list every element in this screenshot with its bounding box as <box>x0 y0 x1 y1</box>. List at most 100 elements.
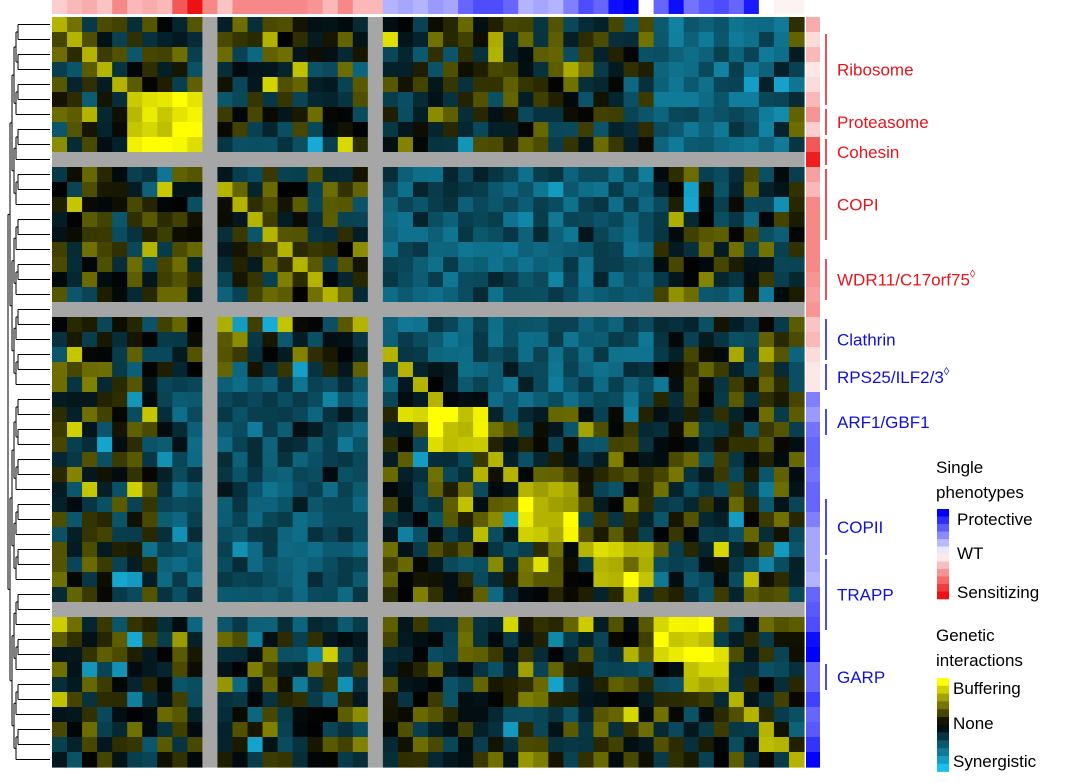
heatmap-cell <box>292 167 309 183</box>
heatmap-cell <box>412 707 429 723</box>
heatmap-cell <box>292 182 309 198</box>
heatmap-cell <box>548 467 564 483</box>
heatmap-cell <box>412 482 429 498</box>
heatmap-cell <box>458 737 474 753</box>
heatmap-cell <box>653 542 670 558</box>
heatmap-cell <box>292 617 309 633</box>
heatmap-cell <box>382 32 399 48</box>
heatmap-cell <box>67 662 83 678</box>
heatmap-cell <box>322 662 339 678</box>
heatmap-cell <box>458 722 474 738</box>
heatmap-cell <box>247 197 264 213</box>
heatmap-cell <box>458 512 474 528</box>
heatmap-cell <box>262 92 279 108</box>
heatmap-cell <box>367 332 384 348</box>
heatmap-cell <box>277 707 294 723</box>
heatmap-cell <box>127 212 143 228</box>
heatmap-cell <box>743 182 760 198</box>
heatmap-cell <box>488 332 504 348</box>
heatmap-cell <box>247 467 264 483</box>
heatmap-cell <box>728 272 745 288</box>
heatmap-cell <box>488 62 504 78</box>
heatmap-cell <box>292 737 309 753</box>
heatmap-cell <box>112 617 128 633</box>
single-colorbar-step <box>937 539 949 547</box>
heatmap-cell <box>112 137 128 153</box>
heatmap-cell <box>112 707 128 723</box>
heatmap-cell <box>458 497 474 513</box>
heatmap-cell <box>97 152 113 168</box>
heatmap-cell <box>458 437 474 453</box>
heatmap-cell <box>443 482 459 498</box>
heatmap-cell <box>277 152 294 168</box>
heatmap-cell <box>563 482 579 498</box>
heatmap-cell <box>668 542 685 558</box>
heatmap-cell <box>367 467 384 483</box>
heatmap-cell <box>638 182 655 198</box>
heatmap-cell <box>202 137 219 153</box>
heatmap-cell <box>728 557 745 573</box>
heatmap-cell <box>112 647 128 663</box>
heatmap-cell <box>337 587 354 603</box>
heatmap-cell <box>458 422 474 438</box>
heatmap-cell <box>127 662 143 678</box>
heatmap-cell <box>217 422 234 438</box>
heatmap-cell <box>518 32 534 48</box>
heatmap-cell <box>503 437 519 453</box>
heatmap-cell <box>698 662 715 678</box>
heatmap-cell <box>247 77 264 93</box>
heatmap-cell <box>262 347 279 363</box>
heatmap-cell <box>397 422 414 438</box>
heatmap-cell <box>127 572 143 588</box>
heatmap-cell <box>758 122 775 138</box>
heatmap-cell <box>412 602 429 618</box>
heatmap-cell <box>67 482 83 498</box>
heatmap-cell <box>473 422 489 438</box>
heatmap-cell <box>593 272 610 288</box>
heatmap-cell <box>397 167 414 183</box>
heatmap-cell <box>142 152 158 168</box>
heatmap-cell <box>713 737 730 753</box>
heatmap-cell <box>623 602 640 618</box>
heatmap-cell <box>518 512 534 528</box>
heatmap-cell <box>262 602 279 618</box>
heatmap-cell <box>548 152 564 168</box>
heatmap-cell <box>217 662 234 678</box>
heatmap-cell <box>773 167 790 183</box>
heatmap-cell <box>202 482 219 498</box>
heatmap-cell <box>653 62 670 78</box>
heatmap-cell <box>698 452 715 468</box>
heatmap-cell <box>443 332 459 348</box>
heatmap-cell <box>653 257 670 273</box>
heatmap-cell <box>232 257 249 273</box>
heatmap-cell <box>67 257 83 273</box>
heatmap-cell <box>608 737 625 753</box>
heatmap-cell <box>683 617 700 633</box>
heatmap-cell <box>277 512 294 528</box>
heatmap-cell <box>518 437 534 453</box>
heatmap-cell <box>578 17 595 33</box>
heatmap-cell <box>97 722 113 738</box>
heatmap-cell <box>157 692 173 708</box>
heatmap-cell <box>428 407 444 423</box>
heatmap-cell <box>397 647 414 663</box>
heatmap-cell <box>127 407 143 423</box>
heatmap-cell <box>217 632 234 648</box>
heatmap-cell <box>548 557 564 573</box>
heatmap-cell <box>352 707 369 723</box>
heatmap-cell <box>262 287 279 303</box>
heatmap-cell <box>142 317 158 333</box>
heatmap-cell <box>52 317 68 333</box>
heatmap-cell <box>52 467 68 483</box>
heatmap-cell <box>653 662 670 678</box>
heatmap-cell <box>112 347 128 363</box>
row-phenotype-cell <box>806 272 820 288</box>
heatmap-cell <box>713 92 730 108</box>
heatmap-cell <box>428 737 444 753</box>
heatmap-cell <box>548 362 564 378</box>
heatmap-cell <box>262 737 279 753</box>
heatmap-cell <box>788 227 805 243</box>
heatmap-cell <box>713 422 730 438</box>
heatmap-cell <box>247 17 264 33</box>
